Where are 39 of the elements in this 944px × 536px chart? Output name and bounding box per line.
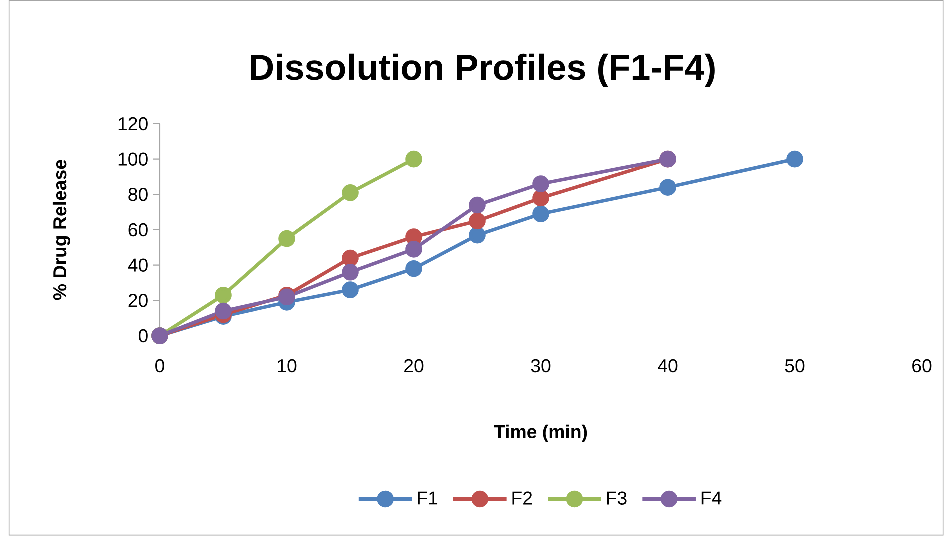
legend-label: F3 <box>607 492 627 505</box>
y-tick-label: 120 <box>118 117 148 131</box>
chart-title: Dissolution Profiles (F1-F4) <box>251 54 715 88</box>
x-tick-label: 60 <box>912 359 932 373</box>
y-tick-label: 100 <box>118 152 148 166</box>
point <box>469 212 486 230</box>
legend-label: F4 <box>702 492 722 505</box>
y-tick-label: 0 <box>138 329 148 343</box>
y-tick-label: 20 <box>128 294 148 308</box>
y-tick-label: 40 <box>128 258 148 272</box>
x-tick-label: 40 <box>658 359 678 373</box>
x-axis-title: Time (min) <box>494 424 588 442</box>
x-tick-label: 10 <box>278 359 297 373</box>
point <box>469 196 486 214</box>
point <box>406 150 422 168</box>
point <box>532 206 550 222</box>
x-tick-label: 30 <box>531 359 551 373</box>
point <box>406 260 422 278</box>
point <box>786 150 804 168</box>
x-tick-label: 0 <box>156 359 164 373</box>
point <box>469 226 486 244</box>
legend-label: F2 <box>512 492 532 505</box>
y-axis-title: % Drug Release <box>52 160 70 300</box>
point <box>532 190 550 207</box>
point <box>215 286 232 304</box>
point <box>278 230 296 248</box>
x-tick-label: 50 <box>785 359 805 373</box>
point <box>342 184 359 202</box>
x-tick-label: 20 <box>404 359 424 373</box>
y-tick-label: 80 <box>128 188 148 202</box>
point <box>342 250 359 267</box>
point <box>342 264 359 281</box>
legend-label: F1 <box>418 492 438 505</box>
point <box>342 282 359 298</box>
point <box>532 176 550 192</box>
y-tick-label: 60 <box>128 223 148 237</box>
point <box>215 302 232 320</box>
point <box>406 241 422 258</box>
point <box>660 179 676 196</box>
